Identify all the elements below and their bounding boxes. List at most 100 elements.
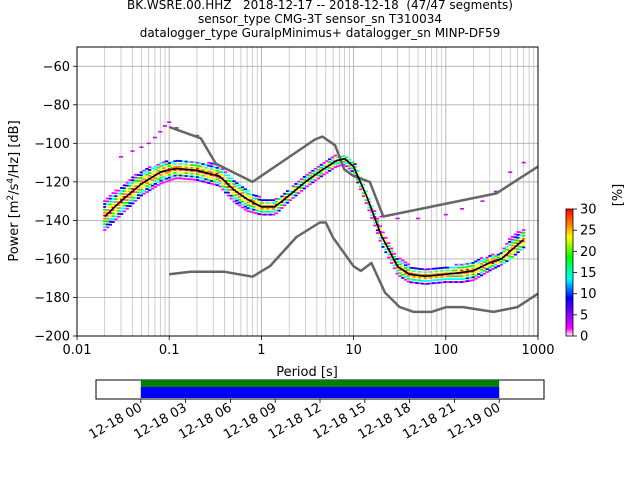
colorbar-tick-label: 0	[580, 330, 588, 345]
psd-cell	[319, 175, 323, 178]
psd-cell	[210, 174, 214, 176]
psd-cell	[190, 164, 194, 166]
psd-cell	[218, 182, 222, 185]
y-tick-label: −80	[43, 98, 70, 113]
psd-cell	[283, 195, 287, 198]
psd-cell	[406, 277, 411, 280]
psd-cell	[176, 165, 180, 168]
psd-cell	[454, 263, 458, 266]
psd-cell	[246, 189, 250, 192]
psd-cell	[254, 200, 259, 203]
psd-cell	[353, 166, 357, 168]
psd-cell	[235, 182, 239, 185]
psd-cell	[277, 203, 281, 206]
psd-cell	[170, 167, 174, 169]
psd-cell	[156, 163, 160, 166]
psd-cell	[145, 182, 149, 185]
psd-cell	[443, 266, 447, 269]
psd-cell	[460, 266, 464, 269]
psd-cell	[384, 236, 388, 239]
psd-cell	[474, 277, 478, 280]
psd-cell	[105, 206, 110, 209]
psd-cell	[437, 275, 441, 278]
psd-cell	[150, 178, 155, 181]
psd-cell	[150, 181, 155, 184]
psd-cell	[375, 232, 380, 235]
x-axis-label: Period [s]	[276, 365, 338, 380]
psd-cell	[139, 185, 143, 188]
psd-cell	[482, 258, 486, 261]
psd-cell	[120, 210, 124, 213]
psd-cell	[325, 168, 329, 171]
psd-outlier-cell	[139, 146, 144, 148]
y-axis-label: Power [m2/s4/Hz] [dB]	[6, 120, 22, 261]
psd-cell	[277, 198, 281, 200]
psd-outlier-cell	[460, 208, 465, 210]
psd-cell	[342, 155, 346, 157]
psd-cell	[260, 205, 264, 207]
psd-cell	[465, 277, 470, 280]
psd-cell	[519, 243, 523, 245]
psd-cell	[440, 281, 444, 284]
psd-cell	[173, 160, 177, 163]
psd-cell	[350, 167, 354, 170]
psd-cell	[232, 180, 236, 183]
psd-cell	[415, 282, 419, 284]
psd-cell	[120, 190, 124, 192]
psd-cell	[148, 186, 152, 189]
psd-cell	[120, 201, 124, 204]
psd-cell	[415, 267, 419, 270]
psd-cell	[499, 255, 503, 257]
psd-cell	[111, 198, 115, 200]
psd-cell	[409, 266, 413, 269]
psd-cell	[347, 159, 351, 161]
psd-cell	[406, 274, 411, 277]
figure-title-line-2: sensor_type CMG-3T sensor_sn T310034	[197, 12, 443, 26]
psd-cell	[173, 171, 177, 174]
psd-cell	[485, 271, 489, 273]
psd-cell	[198, 177, 202, 179]
psd-cell	[145, 170, 149, 173]
psd-cell	[378, 239, 382, 242]
psd-outlier-cell	[395, 217, 400, 220]
psd-cell	[232, 183, 236, 186]
psd-cell	[434, 282, 439, 284]
psd-cell	[181, 160, 186, 163]
psd-cell	[218, 171, 222, 173]
psd-cell	[105, 200, 110, 203]
psd-cell	[134, 191, 138, 194]
psd-cell	[212, 174, 217, 177]
psd-cell	[277, 201, 281, 203]
psd-cell	[311, 172, 315, 175]
psd-cell	[342, 160, 346, 163]
psd-cell	[187, 163, 191, 166]
psd-cell	[485, 268, 489, 271]
psd-cell	[204, 164, 208, 166]
psd-cell	[117, 204, 121, 207]
psd-cell	[120, 195, 124, 198]
psd-cell	[246, 201, 250, 204]
psd-cell	[491, 265, 495, 267]
psd-cell	[322, 162, 326, 164]
psd-cell	[238, 195, 242, 198]
psd-cell	[167, 170, 172, 173]
y-tick-label: −200	[34, 330, 70, 345]
psd-cell	[111, 215, 115, 218]
psd-cell	[108, 200, 112, 203]
psd-cell	[120, 187, 124, 189]
psd-cell	[139, 180, 143, 182]
psd-cell	[176, 159, 180, 162]
psd-cell	[271, 202, 276, 204]
psd-cell	[406, 266, 411, 269]
psd-cell	[451, 275, 456, 278]
psd-cell	[485, 256, 489, 259]
psd-cell	[465, 268, 470, 271]
psd-cell	[491, 253, 495, 256]
psd-cell	[274, 203, 278, 206]
psd-cell	[406, 269, 411, 271]
psd-cell	[297, 189, 301, 192]
psd-cell	[271, 210, 276, 213]
psd-cell	[516, 231, 520, 233]
psd-cell	[240, 192, 245, 194]
psd-cell	[103, 223, 107, 226]
